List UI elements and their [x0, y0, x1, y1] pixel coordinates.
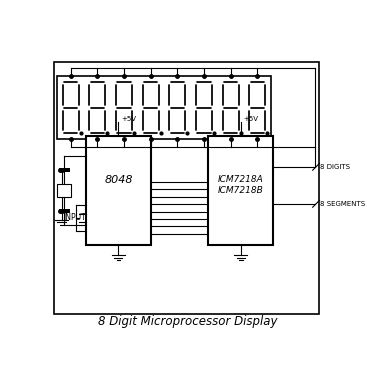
Text: 8 Digit Microprocessor Display: 8 Digit Microprocessor Display — [98, 315, 278, 328]
Text: +5V: +5V — [121, 116, 136, 122]
Bar — [57, 185, 72, 197]
Bar — [54, 62, 319, 314]
Text: 8 SEGMENTS: 8 SEGMENTS — [320, 201, 366, 207]
Bar — [208, 136, 273, 245]
Text: +5V: +5V — [244, 116, 258, 122]
Bar — [57, 76, 270, 139]
Text: 8048: 8048 — [104, 175, 132, 185]
Text: ICM7218A: ICM7218A — [218, 175, 264, 185]
Text: INPUT: INPUT — [63, 214, 86, 222]
Text: ICM7218B: ICM7218B — [218, 186, 264, 195]
Text: 8 DIGITS: 8 DIGITS — [320, 164, 350, 170]
Bar — [86, 136, 151, 245]
